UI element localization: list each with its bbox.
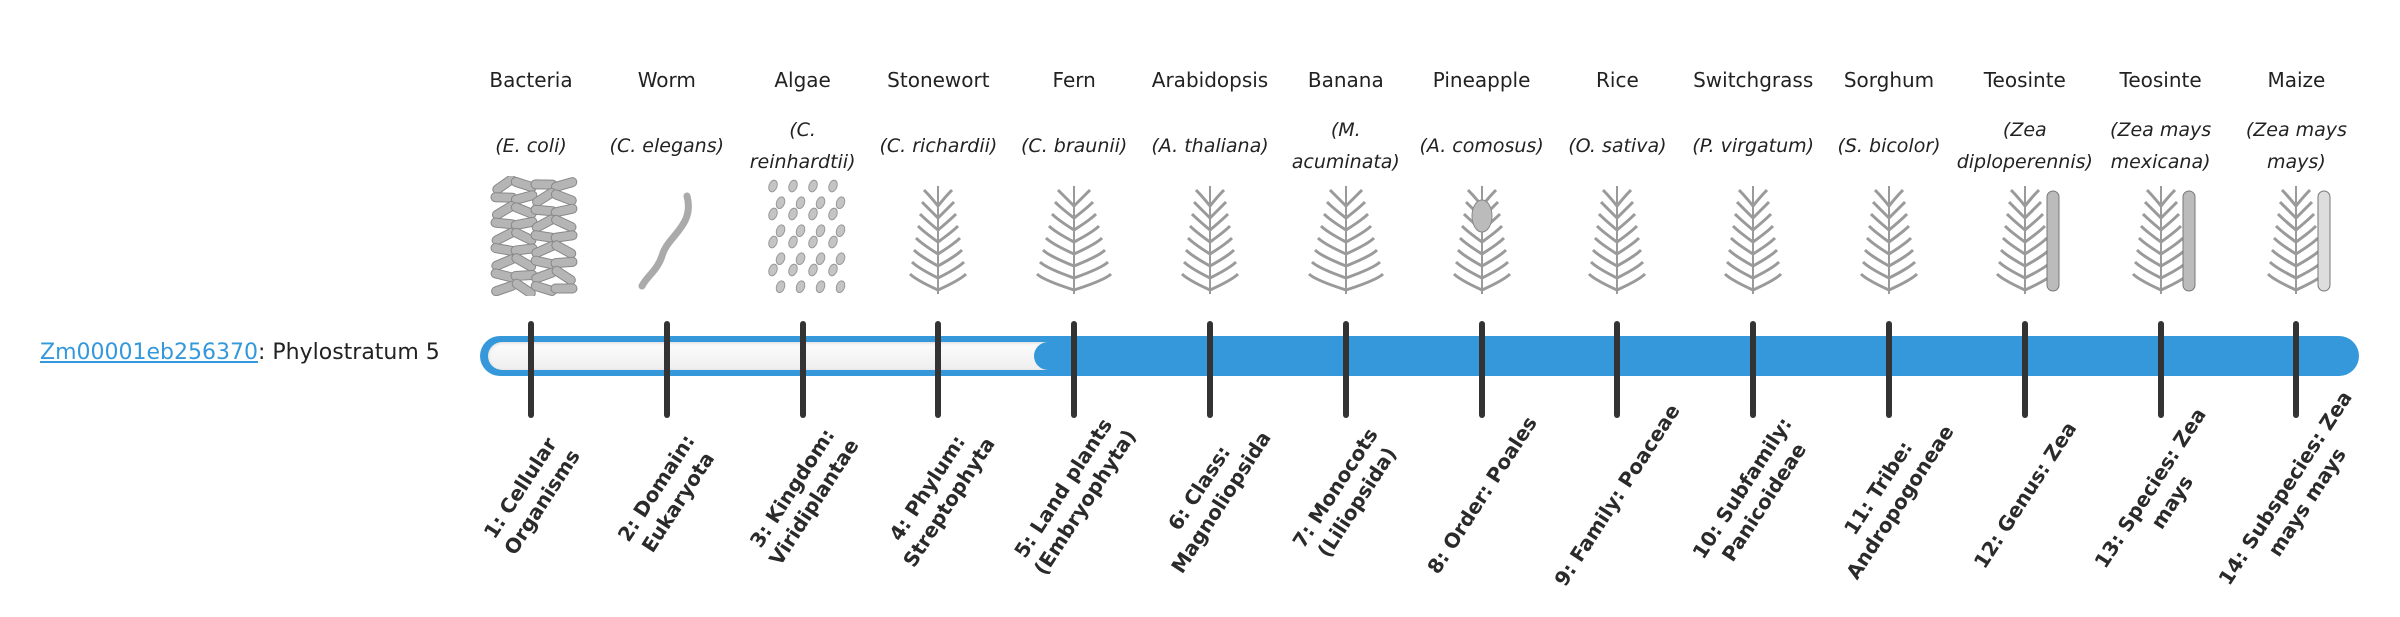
organism-common-name: Arabidopsis [1151,68,1269,92]
stratum-tick [1886,321,1892,418]
organism-scientific-name: (C. braunii) [1006,100,1142,192]
stratum-tick [1342,321,1349,418]
organism-column: Algae (C. reinhardtii) [735,60,871,192]
organism-common-name: Bacteria [489,68,573,92]
scientific-name-text: (C. elegans) [609,135,725,157]
stratum-tick [935,321,942,418]
organism-common-name: Maize [2267,68,2326,92]
gene-label: Zm00001eb256370: Phylostratum 5 [40,340,440,365]
organism-column: Teosinte (Zea mays mexicana) [2093,60,2229,192]
organism-common-name: Fern [1052,68,1096,92]
organism-column: Rice (O. sativa) [1549,60,1685,192]
teosinte-icon [1975,176,2075,296]
organism-common-name: Rice [1596,68,1639,92]
organism-scientific-name: (E. coli) [463,100,599,192]
organism-scientific-name: (Zea diploperennis) [1957,100,2093,192]
banana-icon [1296,176,1396,296]
organism-column: Banana (M. acuminata) [1278,60,1414,192]
organism-scientific-name: (C. richardii) [870,100,1006,192]
scientific-name-text: (Zea mays mexicana) [2110,119,2212,173]
scientific-name-text: (P. virgatum) [1692,135,1815,157]
organism-common-name: Stonewort [887,68,990,92]
bacteria-icon [481,174,581,299]
algae-icon [753,176,853,296]
rice-icon [1567,176,1667,296]
organism-scientific-name: (A. thaliana) [1142,100,1278,192]
organism-scientific-name: (Zea mays mexicana) [2093,100,2229,192]
phylostratum-track [488,342,1068,370]
organism-column: Stonewort (C. richardii) [870,60,1006,192]
organism-column: Fern (C. braunii) [1006,60,1142,192]
organism-scientific-name: (O. sativa) [1549,100,1685,192]
scientific-name-text: (Zea diploperennis) [1956,119,2093,173]
scientific-name-text: (C. braunii) [1021,135,1128,157]
arabidopsis-icon [1160,176,1260,296]
scientific-name-text: (S. bicolor) [1837,135,1941,157]
stratum-tick [1614,321,1621,418]
switchgrass-icon [1703,176,1803,296]
organism-column: Bacteria (E. coli) [463,60,599,192]
scientific-name-text: (M. acuminata) [1291,119,1400,173]
organism-scientific-name: (C. elegans) [599,100,735,192]
organism-scientific-name: (C. reinhardtii) [735,100,871,192]
scientific-name-text: (C. reinhardtii) [749,119,856,173]
fern-icon [1024,176,1124,296]
organism-common-name: Worm [637,68,696,92]
stratum-tick [1478,321,1485,418]
scientific-name-text: (Zea mays mays) [2245,119,2347,173]
stonewort-icon [888,176,988,296]
organism-common-name: Banana [1307,68,1384,92]
organism-common-name: Teosinte [1983,68,2066,92]
stratum-tick [1071,321,1078,418]
scientific-name-text: (O. sativa) [1568,135,1667,157]
scientific-name-text: (A. comosus) [1419,135,1544,157]
teosinte-icon [2111,176,2211,296]
organism-column: Sorghum (S. bicolor) [1821,60,1957,192]
organism-scientific-name: (S. bicolor) [1821,100,1957,192]
phylostratum-fill [1034,342,2353,370]
organism-column: Maize (Zea mays mays) [2228,60,2364,192]
gene-phylostratum: : Phylostratum 5 [257,340,440,365]
organism-scientific-name: (A. comosus) [1414,100,1550,192]
stratum-tick [528,321,534,418]
sorghum-icon [1839,176,1939,296]
worm-icon [617,176,717,296]
stratum-label-text: 8: Order: Poales [1421,411,1542,579]
pineapple-icon [1432,176,1532,296]
organism-common-name: Switchgrass [1693,68,1814,92]
stratum-label-text: 12: Genus: Zea [1968,417,2082,573]
maize-icon [2246,176,2346,296]
organism-column: Worm (C. elegans) [599,60,735,192]
scientific-name-text: (E. coli) [495,135,567,157]
stratum-tick [1750,321,1757,418]
organism-common-name: Sorghum [1843,68,1935,92]
stratum-tick [2157,321,2164,418]
scientific-name-text: (C. richardii) [879,135,998,157]
organism-scientific-name: (M. acuminata) [1278,100,1414,192]
organism-common-name: Teosinte [2119,68,2202,92]
organism-column: Teosinte (Zea diploperennis) [1957,60,2093,192]
scientific-name-text: (A. thaliana) [1151,135,1269,157]
stratum-tick [799,321,806,418]
stratum-tick [663,321,670,418]
organism-column: Switchgrass (P. virgatum) [1685,60,1821,192]
gene-link[interactable]: Zm00001eb256370 [40,340,258,365]
organism-scientific-name: (Zea mays mays) [2228,100,2364,192]
stratum-tick [1207,321,1213,418]
organism-column: Pineapple (A. comosus) [1414,60,1550,192]
stratum-tick [2293,321,2300,418]
organism-common-name: Pineapple [1432,68,1531,92]
stratum-tick [2021,321,2028,418]
organism-scientific-name: (P. virgatum) [1685,100,1821,192]
organism-column: Arabidopsis (A. thaliana) [1142,60,1278,192]
organism-common-name: Algae [774,68,831,92]
